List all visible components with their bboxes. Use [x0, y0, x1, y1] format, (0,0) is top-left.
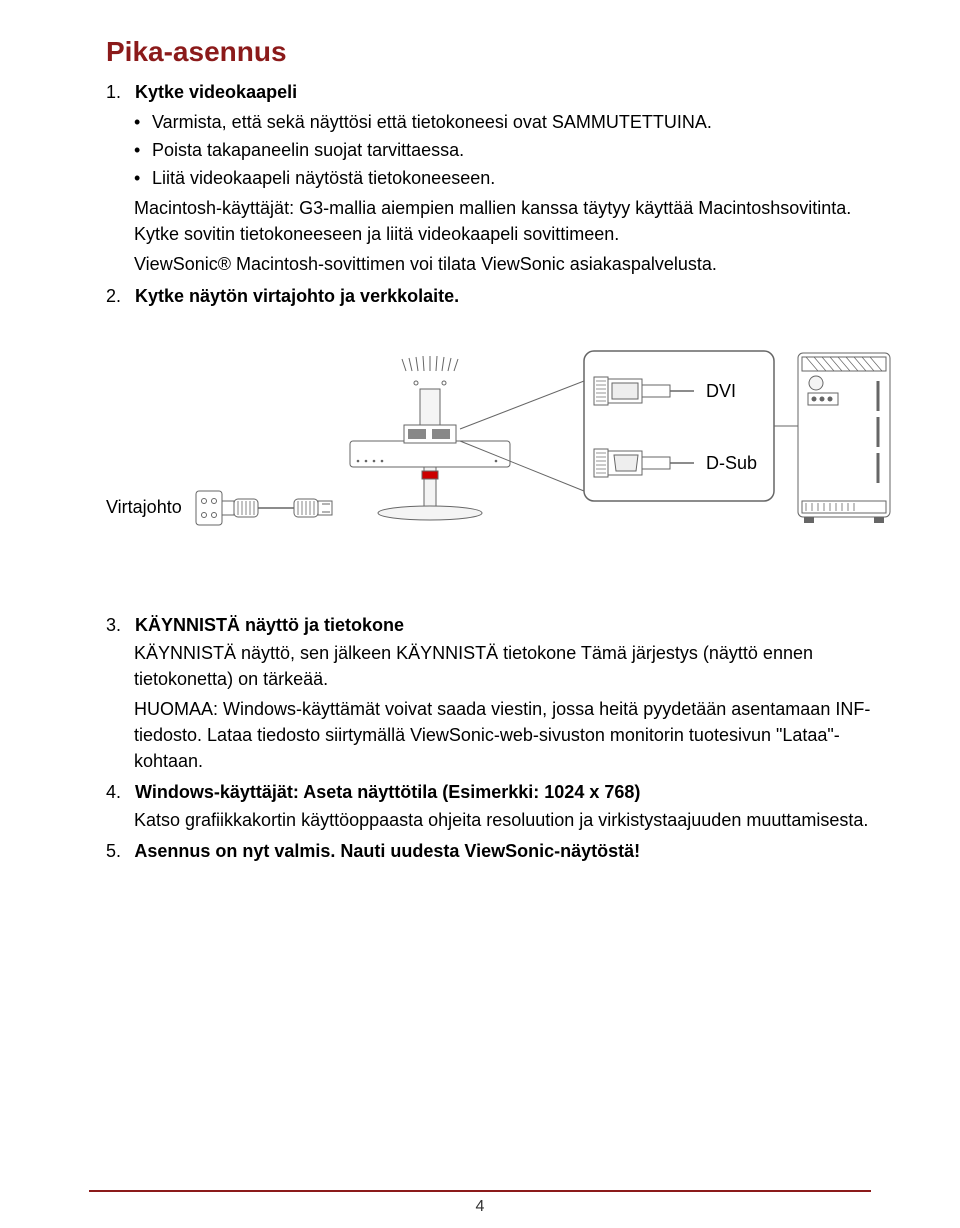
dvi-connector-icon: [594, 377, 694, 405]
step2-heading: 2. Kytke näytön virtajohto ja verkkolait…: [106, 286, 882, 307]
dsub-connector-icon: [594, 449, 694, 477]
step4-label: Windows-käyttäjät: Aseta näyttötila (Esi…: [135, 782, 640, 802]
step4-heading: 4. Windows-käyttäjät: Aseta näyttötila (…: [106, 782, 882, 803]
step1-mac1: Macintosh-käyttäjät: G3-mallia aiempien …: [134, 195, 882, 247]
page-title: Pika-asennus: [106, 36, 882, 68]
step5-label: Asennus on nyt valmis. Nauti uudesta Vie…: [134, 841, 640, 861]
step1-bullet: Liitä videokaapeli näytöstä tietokoneese…: [134, 165, 882, 191]
step3-p2: HUOMAA: Windows-käyttämät voivat saada v…: [134, 696, 882, 774]
monitor-icon: [350, 356, 510, 520]
power-label: Virtajohto: [106, 497, 182, 517]
step2-label: Kytke näytön virtajohto ja verkkolaite.: [135, 286, 459, 306]
step4-p1: Katso grafiikkakortin käyttöoppaasta ohj…: [134, 807, 882, 833]
step-list: 1. Kytke videokaapeli Varmista, että sek…: [106, 82, 882, 862]
step2-num: 2.: [106, 286, 130, 307]
step5-heading: 5. Asennus on nyt valmis. Nauti uudesta …: [106, 841, 882, 862]
dsub-label: D-Sub: [706, 453, 757, 473]
step1-label: Kytke videokaapeli: [135, 82, 297, 102]
step5-num: 5.: [106, 841, 130, 862]
step1-bullets: Varmista, että sekä näyttösi että tietok…: [134, 109, 882, 191]
page-number: 4: [476, 1198, 485, 1215]
step3-p1: KÄYNNISTÄ näyttö, sen jälkeen KÄYNNISTÄ …: [134, 640, 882, 692]
page-footer: 4: [0, 1190, 960, 1216]
pc-tower-icon: [774, 353, 890, 523]
step1-bullet: Varmista, että sekä näyttösi että tietok…: [134, 109, 882, 135]
power-plug-icon: [196, 491, 332, 525]
dvi-label: DVI: [706, 381, 736, 401]
step1-mac2: ViewSonic® Macintosh-sovittimen voi tila…: [134, 251, 882, 277]
step3-label: KÄYNNISTÄ näyttö ja tietokone: [135, 615, 404, 635]
connection-diagram: DVI D-Sub: [106, 341, 906, 571]
step3-heading: 3. KÄYNNISTÄ näyttö ja tietokone: [106, 615, 882, 636]
callout-box: [584, 351, 774, 501]
step1-num: 1.: [106, 82, 130, 103]
step1-heading: 1. Kytke videokaapeli: [106, 82, 882, 103]
step4-num: 4.: [106, 782, 130, 803]
step3-num: 3.: [106, 615, 130, 636]
step1-bullet: Poista takapaneelin suojat tarvittaessa.: [134, 137, 882, 163]
